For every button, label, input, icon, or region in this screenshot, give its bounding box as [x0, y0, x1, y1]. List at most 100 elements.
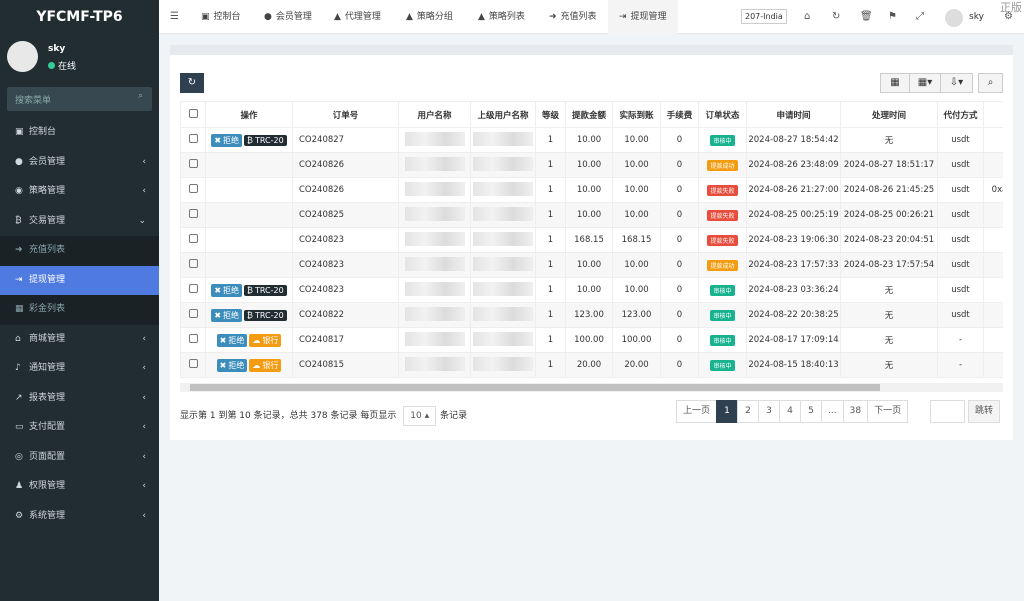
menu-item[interactable]: ♟ 权限管理 ‹: [0, 472, 159, 502]
refresh-button[interactable]: ↻: [180, 73, 204, 93]
action-button[interactable]: ✖ 拒绝: [211, 308, 243, 322]
cell: [180, 152, 206, 178]
action-button[interactable]: ✖ 拒绝: [216, 333, 248, 347]
columns-button[interactable]: ▦▾: [909, 73, 941, 93]
menu-item[interactable]: ▦ 彩金列表: [0, 295, 159, 325]
cell: -: [937, 327, 984, 353]
content-card: ↻ ▦ ▦▾ ⇩▾ ⌕ 操作 订单号 用户名称 上级用户名称 等级 提款金额 实际到账 手续费…: [170, 45, 1013, 440]
cell: [983, 202, 1003, 228]
action-button[interactable]: ✖ 拒绝: [216, 358, 248, 372]
cell: CO240823: [292, 227, 399, 253]
checkbox[interactable]: [188, 359, 198, 368]
checkbox[interactable]: [188, 209, 198, 218]
menu-search[interactable]: 搜索菜单: [7, 87, 152, 111]
page-button[interactable]: 1: [716, 400, 739, 423]
action-button[interactable]: ☁ 银行: [249, 333, 282, 347]
action-button[interactable]: ✖ 拒绝: [211, 283, 243, 297]
nav-tab[interactable]: ▲ 代理管理: [332, 0, 402, 34]
checkbox[interactable]: [188, 234, 198, 243]
tab-label: 充值列表: [560, 12, 597, 22]
action-button[interactable]: ₿ TRC-20: [244, 134, 287, 146]
export-button[interactable]: ⇩▾: [940, 73, 973, 93]
page-button[interactable]: 5: [800, 400, 823, 423]
order: CO240827: [299, 135, 345, 145]
fee: 0: [676, 310, 683, 320]
header-cell[interactable]: 处理时间: [840, 101, 938, 128]
page-button[interactable]: 下一页: [867, 400, 909, 423]
nav-tab[interactable]: ▲ 策略列表: [476, 0, 544, 34]
nav-tab[interactable]: ⇥ 提现管理: [608, 0, 678, 34]
cell: 168.15: [612, 227, 661, 253]
action-button[interactable]: ✖ 拒绝: [211, 133, 243, 147]
checkbox[interactable]: [188, 159, 198, 168]
cell: CO240826: [292, 177, 399, 203]
menu-item[interactable]: ● 会员管理 ‹: [0, 148, 159, 178]
page-size-select[interactable]: 10 ▴: [403, 406, 437, 426]
process-time: 2024-08-25 00:26:21: [843, 210, 935, 220]
page-button[interactable]: 38: [842, 400, 869, 423]
method: -: [958, 335, 963, 345]
topbar: ☰ ▣ 控制台 ● 会员管理 ▲ 代理管理 ▲ 策略分组 ▲ 策略列表 ➜ 充值列表 ⇥ 提现管理 207…: [159, 0, 1024, 34]
refresh-button[interactable]: ↻: [832, 11, 841, 22]
tab-label: 控制台: [213, 12, 241, 22]
menu-item[interactable]: ⌂ 商城管理 ‹: [0, 325, 159, 355]
scrollbar[interactable]: [180, 383, 1003, 392]
page-button[interactable]: 上一页: [676, 400, 718, 423]
page-button[interactable]: 4: [779, 400, 802, 423]
search-button[interactable]: ⌕: [978, 73, 1003, 93]
menu-item[interactable]: ⚙ 系统管理 ‹: [0, 502, 159, 532]
action-button[interactable]: ₿ TRC-20: [244, 309, 287, 321]
page-button[interactable]: 2: [737, 400, 760, 423]
checkbox[interactable]: [188, 184, 198, 193]
page-input[interactable]: [930, 400, 965, 423]
menu-item[interactable]: ₿ 交易管理 ⌄: [0, 207, 159, 237]
cell: 10.00: [565, 252, 613, 278]
tab-label: 提现管理: [630, 12, 667, 22]
checkbox[interactable]: [188, 134, 198, 143]
page-button[interactable]: 3: [758, 400, 781, 423]
apply-time: 2024-08-26 21:27:00: [748, 185, 839, 195]
checkbox[interactable]: [188, 259, 198, 268]
action-button[interactable]: ₿ TRC-20: [244, 284, 287, 296]
cell: [180, 252, 206, 278]
settings-button[interactable]: ⚙: [1004, 11, 1013, 22]
menu-item[interactable]: ◎ 页面配置 ‹: [0, 443, 159, 473]
action-label: TRC-20: [254, 310, 284, 320]
jump-button[interactable]: 跳转: [968, 400, 1001, 423]
action-button[interactable]: ☁ 银行: [249, 358, 282, 372]
nav-tab[interactable]: ● 会员管理: [262, 0, 330, 34]
menu-icon: ↗: [15, 392, 23, 403]
user-name[interactable]: sky: [969, 12, 984, 22]
menu-item[interactable]: ◉ 策略管理 ‹: [0, 177, 159, 207]
clear-button[interactable]: 🗑: [860, 11, 873, 22]
apply-time: 2024-08-23 19:06:30: [748, 235, 839, 245]
header-cell[interactable]: 代付方式: [937, 101, 984, 128]
menu-item[interactable]: ↗ 报表管理 ‹: [0, 384, 159, 414]
checkbox[interactable]: [188, 334, 198, 343]
nav-tab[interactable]: ▲ 策略分组: [404, 0, 474, 34]
menu-item[interactable]: ♪ 通知管理 ‹: [0, 354, 159, 384]
home-button[interactable]: ⌂: [804, 11, 811, 22]
header-cell[interactable]: 申请时间: [746, 101, 841, 128]
menu-toggle[interactable]: ☰: [170, 11, 179, 22]
method: usdt: [951, 160, 970, 170]
menu-item[interactable]: ▣ 控制台: [0, 118, 159, 148]
blurred-text: [473, 181, 533, 196]
cell: 0: [660, 152, 699, 178]
checkbox[interactable]: [188, 284, 198, 293]
scroll-thumb[interactable]: [190, 384, 880, 391]
checkbox[interactable]: [188, 108, 198, 118]
page-button[interactable]: ...: [821, 400, 844, 423]
menu-item[interactable]: ➜ 充值列表: [0, 236, 159, 266]
action-icon: ₿: [247, 285, 253, 295]
menu-item[interactable]: ⇥ 提现管理: [0, 265, 159, 295]
menu-item[interactable]: ▭ 支付配置 ‹: [0, 413, 159, 443]
nav-tab[interactable]: ▣ 控制台: [199, 0, 259, 34]
nav-tab[interactable]: ➜ 充值列表: [547, 0, 607, 34]
lang-button[interactable]: ⚑: [888, 11, 897, 22]
checkbox[interactable]: [188, 309, 198, 318]
toggle-view-button[interactable]: ▦: [880, 73, 910, 93]
fullscreen-button[interactable]: ⤢: [916, 11, 924, 22]
region-select[interactable]: 207-India: [741, 9, 787, 24]
menu-label: 交易管理: [29, 215, 66, 226]
